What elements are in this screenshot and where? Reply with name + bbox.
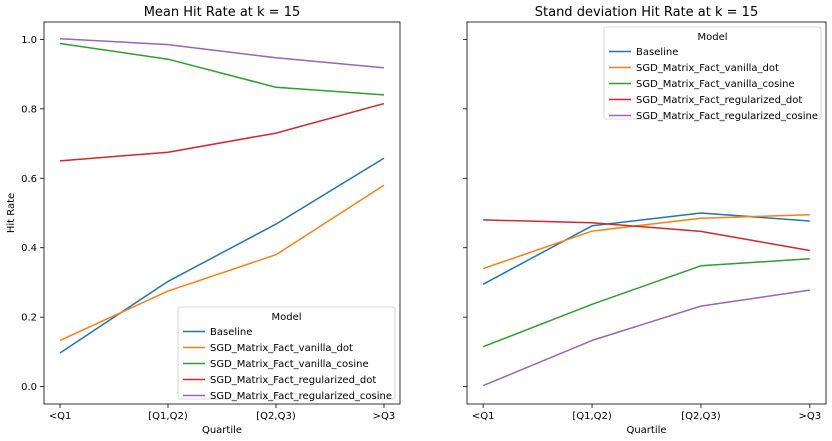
- x-tick-label: <Q1: [49, 411, 72, 422]
- x-tick-label: [Q2,Q3): [681, 411, 721, 422]
- y-tick-label: 0.8: [21, 104, 37, 115]
- series-line-2: [59, 184, 385, 342]
- series-line-4: [483, 219, 810, 252]
- y-tick-label: 0.6: [21, 174, 37, 185]
- legend-label: SGD_Matrix_Fact_regularized_dot: [636, 95, 802, 106]
- legend-label: SGD_Matrix_Fact_vanilla_dot: [210, 343, 353, 354]
- chart-title: Stand deviation Hit Rate at k = 15: [535, 5, 758, 20]
- series-line-5: [59, 37, 385, 69]
- chart-panel-1: Mean Hit Rate at k = 15 <Q1 [Q1,Q2) [Q2,Q3)…: [6, 5, 401, 436]
- y-axis-label: Hit Rate: [6, 193, 17, 233]
- y-tick-label: 0.4: [21, 243, 37, 254]
- legend: Model Baseline SGD_Matrix_Fact_vanilla_dot…: [177, 306, 396, 402]
- legend: Model Baseline SGD_Matrix_Fact_vanilla_dot…: [603, 26, 822, 122]
- legend-label: Baseline: [210, 327, 252, 338]
- legend-title: Model: [697, 32, 727, 43]
- series-line-1: [59, 157, 385, 354]
- series-line-3: [482, 258, 810, 348]
- legend-label: SGD_Matrix_Fact_regularized_cosine: [210, 391, 392, 402]
- axes-frame: [466, 21, 827, 405]
- series-line-1: [482, 212, 810, 285]
- legend-label: SGD_Matrix_Fact_vanilla_dot: [636, 63, 779, 74]
- x-axis-label: Quartile: [202, 425, 242, 436]
- legend-label: Baseline: [636, 47, 678, 58]
- x-tick-label: >Q3: [373, 411, 396, 422]
- y-tick-label: 0.0: [21, 382, 37, 393]
- y-tick-label: 1.0: [21, 35, 37, 46]
- x-tick-label: [Q2,Q3): [256, 411, 296, 422]
- legend-label: SGD_Matrix_Fact_vanilla_cosine: [210, 359, 369, 370]
- legend-title: Model: [271, 312, 301, 323]
- axes-frame: [43, 21, 401, 405]
- legend-box: [177, 306, 396, 400]
- x-tick-label: <Q1: [472, 411, 495, 422]
- series-line-2: [482, 213, 810, 270]
- series-line-5: [482, 289, 810, 387]
- x-tick-label: >Q3: [799, 411, 822, 422]
- chart-panel-2: Stand deviation Hit Rate at k = 15 <Q1 [Q1…: [463, 5, 827, 436]
- legend-label: SGD_Matrix_Fact_vanilla_cosine: [636, 79, 795, 90]
- legend-box: [603, 26, 822, 120]
- x-tick-label: [Q1,Q2): [148, 411, 188, 422]
- x-axis-label: Quartile: [626, 425, 666, 436]
- chart-title: Mean Hit Rate at k = 15: [144, 5, 301, 20]
- legend-label: SGD_Matrix_Fact_regularized_dot: [210, 375, 376, 386]
- x-tick-label: [Q1,Q2): [572, 411, 612, 422]
- legend-label: SGD_Matrix_Fact_regularized_cosine: [636, 111, 818, 122]
- y-tick-label: 0.2: [21, 313, 37, 324]
- series-line-3: [59, 42, 385, 96]
- series-line-4: [59, 102, 385, 162]
